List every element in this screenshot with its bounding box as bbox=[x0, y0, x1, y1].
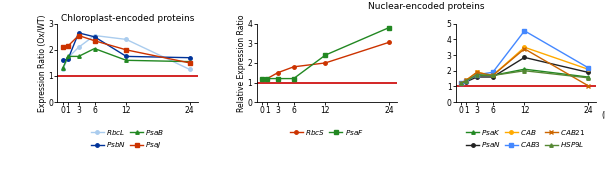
Y-axis label: Relative Expression Ratio: Relative Expression Ratio bbox=[237, 14, 246, 112]
Legend: $\it{PsaK}$, $\it{PsaN}$, $\it{CAB}$, $\it{CAB3}$, $\it{CAB21}$, $\it{HSP9L}$: $\it{PsaK}$, $\it{PsaN}$, $\it{CAB}$, $\… bbox=[466, 128, 586, 149]
Title: Chloroplast-encoded proteins: Chloroplast-encoded proteins bbox=[61, 14, 194, 23]
Y-axis label: Expression Ratio (Ox/WT): Expression Ratio (Ox/WT) bbox=[38, 14, 47, 112]
Legend: $\it{RbcS}$, $\it{PsaF}$: $\it{RbcS}$, $\it{PsaF}$ bbox=[290, 128, 364, 137]
Legend: $\it{RbcL}$, $\it{PsbN}$, $\it{PsaB}$, $\it{PsaJ}$: $\it{RbcL}$, $\it{PsbN}$, $\it{PsaB}$, $… bbox=[91, 128, 165, 150]
Text: Nuclear-encoded proteins: Nuclear-encoded proteins bbox=[368, 2, 485, 11]
Text: (h): (h) bbox=[601, 111, 605, 120]
